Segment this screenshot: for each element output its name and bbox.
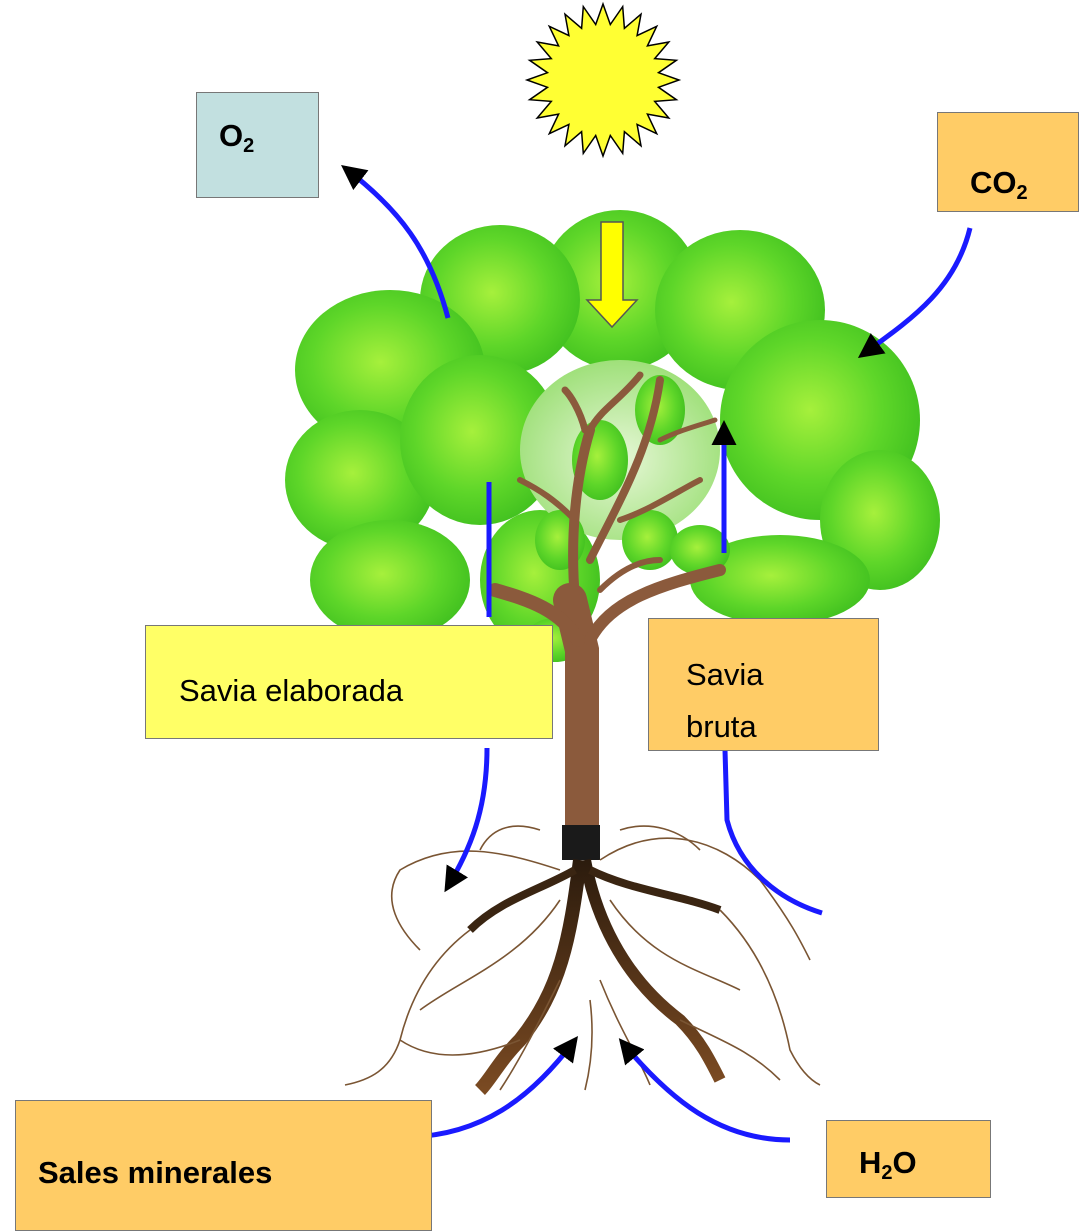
- label: H: [859, 1145, 881, 1180]
- co2-box: CO2: [937, 112, 1079, 212]
- label: Savia elaborada: [179, 673, 403, 708]
- label: O: [893, 1145, 917, 1180]
- savia-elaborada-box: Savia elaborada: [145, 625, 553, 739]
- savia-bruta-box: Savia bruta: [648, 618, 879, 751]
- label: Sales minerales: [38, 1155, 272, 1190]
- illustration: [0, 0, 1079, 1231]
- trunk-base: [562, 825, 600, 860]
- sun: [527, 4, 679, 156]
- label: O: [219, 118, 243, 153]
- subscript: 2: [881, 1162, 892, 1184]
- label: Savia bruta: [686, 649, 796, 753]
- sales-minerales-box: Sales minerales: [15, 1100, 432, 1231]
- subscript: 2: [1017, 182, 1028, 204]
- diagram: O2 CO2 Savia elaborada Savia bruta Sales…: [0, 0, 1079, 1231]
- label: CO: [970, 165, 1017, 200]
- o2-box: O2: [196, 92, 319, 198]
- h2o-box: H2O: [826, 1120, 991, 1198]
- subscript: 2: [243, 135, 254, 157]
